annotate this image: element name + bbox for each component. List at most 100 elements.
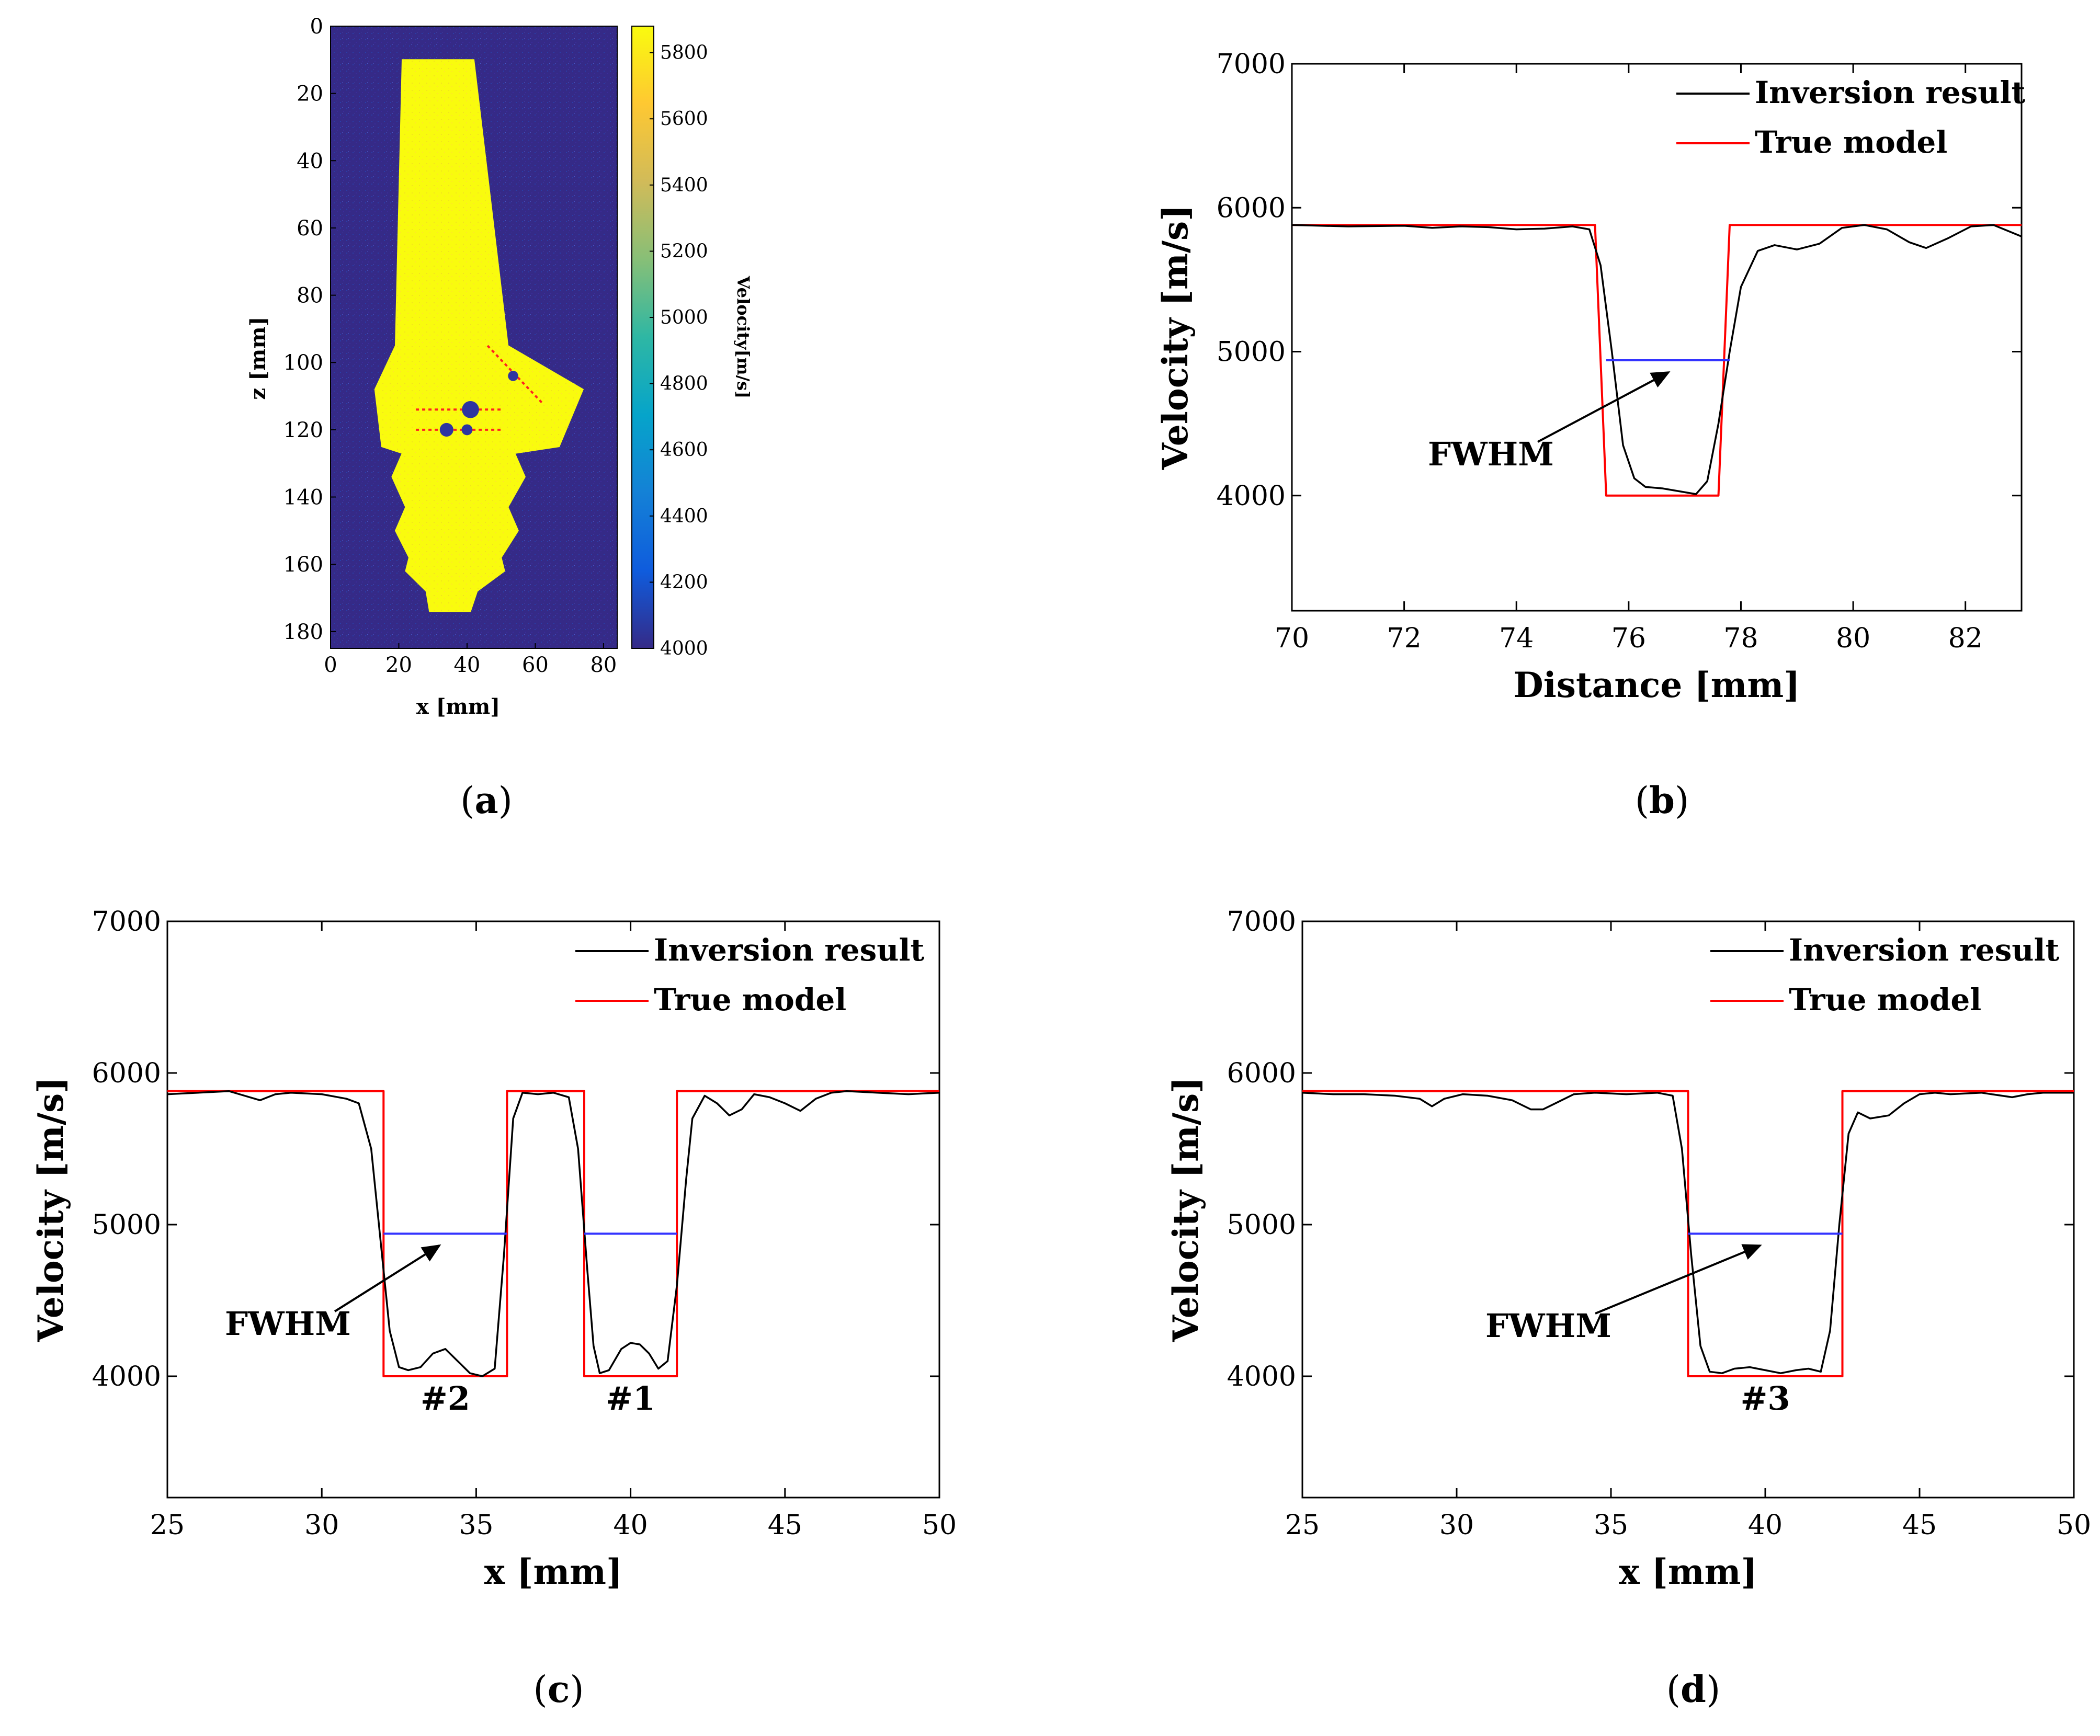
x-tick-label: 45 (768, 1510, 802, 1541)
defect-annotation: #2 (421, 1379, 470, 1418)
y-tick-label: 120 (283, 418, 323, 442)
colorbar-tick-label: 4400 (660, 506, 708, 527)
legend-label: True model (654, 982, 846, 1018)
y-axis-label: Velocity [m/s] (1165, 1077, 1206, 1343)
y-tick-label: 180 (283, 620, 323, 644)
y-tick-label: 100 (283, 351, 323, 375)
x-tick-label: 80 (1836, 623, 1870, 654)
y-tick-label: 6000 (92, 1058, 161, 1089)
colorbar-tick-label: 5200 (660, 241, 708, 262)
x-tick-label: 74 (1499, 623, 1534, 654)
legend-label: Inversion result (1755, 75, 2026, 110)
x-tick-label: 40 (453, 653, 480, 677)
y-tick-label: 4000 (1217, 481, 1286, 512)
x-axis-label: x [mm] (484, 1551, 622, 1592)
colorbar-tick-label: 5000 (660, 307, 708, 328)
defect-hole (508, 371, 518, 381)
blade-body (374, 59, 584, 612)
x-tick-label: 35 (459, 1510, 493, 1541)
x-tick-label: 30 (1439, 1510, 1474, 1541)
y-tick-label: 160 (283, 553, 323, 577)
x-axis-label: x [mm] (1619, 1551, 1757, 1592)
chart-c: 25 30 35 40 45 50 4000 5000 6000 7000 x [mm] Veloci… (30, 906, 957, 1592)
x-tick-label: 45 (1902, 1510, 1937, 1541)
x-tick-label: 35 (1594, 1510, 1628, 1541)
y-tick-label: 0 (310, 15, 323, 39)
y-tick-label: 6000 (1227, 1058, 1296, 1089)
y-tick-label: 4000 (92, 1361, 161, 1392)
x-tick-label: 20 (385, 653, 412, 677)
y-tick-label: 7000 (92, 906, 161, 938)
defect-annotation: #1 (606, 1379, 655, 1418)
y-tick-label: 5000 (1227, 1209, 1296, 1241)
panel-label-a: (a) (460, 779, 513, 822)
defect-hole (461, 424, 473, 436)
y-tick-label: 140 (283, 486, 323, 510)
plot-frame (166, 920, 940, 1499)
colorbar-tick-label: 4000 (660, 638, 708, 659)
chart-a: 0 20 40 60 80 0 20 40 60 80 100 120 140 160 180 x [mm] z… (246, 15, 753, 719)
x-tick-label: 80 (590, 653, 617, 677)
fwhm-arrow (1537, 371, 1671, 443)
colorbar-tick-label: 5600 (660, 108, 708, 130)
x-tick-label: 78 (1723, 623, 1758, 654)
y-tick-label: 5000 (92, 1209, 161, 1241)
x-tick-label: 72 (1387, 623, 1422, 654)
series-inversion-result (1291, 224, 2022, 495)
chart-d: 25 30 35 40 45 50 4000 5000 6000 7000 x [mm] Veloci… (1165, 906, 2091, 1592)
legend-label: Inversion result (654, 932, 925, 968)
y-tick-label: 6000 (1217, 192, 1286, 224)
fwhm-label: FWHM (1428, 435, 1554, 473)
series-inversion-result (167, 1090, 940, 1377)
fwhm-arrow (1595, 1244, 1762, 1315)
y-tick-label: 20 (297, 82, 323, 106)
x-tick-label: 25 (1285, 1510, 1320, 1541)
y-tick-label: 5000 (1217, 337, 1286, 368)
chart-b: 70 72 74 76 78 80 82 4000 5000 6000 7000 Distance [… (1155, 49, 2026, 705)
fwhm-label: FWHM (1485, 1307, 1611, 1345)
legend-label: Inversion result (1789, 932, 2060, 968)
x-tick-label: 82 (1948, 623, 1983, 654)
x-tick-label: 70 (1275, 623, 1309, 654)
x-tick-label: 50 (922, 1510, 957, 1541)
colorbar-label: Velocity[m/s] (733, 276, 753, 399)
series-true-model (1302, 1090, 2074, 1377)
y-tick-label: 4000 (1227, 1361, 1296, 1392)
fwhm-label: FWHM (225, 1305, 351, 1343)
panel-label-d: (d) (1666, 1668, 1721, 1711)
y-tick-label: 7000 (1217, 49, 1286, 80)
colorbar-tick-label: 4800 (660, 373, 708, 395)
plot-frame (1301, 920, 2075, 1499)
x-axis-label: x [mm] (416, 694, 500, 719)
series-true-model (1292, 224, 2022, 497)
x-tick-label: 40 (1748, 1510, 1783, 1541)
colorbar-tick-label: 5400 (660, 175, 708, 196)
heatmap-frame (330, 26, 618, 649)
y-axis-label: z [mm] (246, 316, 270, 399)
y-tick-label: 60 (297, 216, 323, 241)
x-tick-label: 30 (304, 1510, 339, 1541)
y-axis-label: Velocity [m/s] (1155, 205, 1196, 471)
plot-frame (1291, 63, 2023, 612)
x-tick-label: 76 (1611, 623, 1646, 654)
x-tick-label: 40 (614, 1510, 648, 1541)
panel-label-b: (b) (1635, 779, 1689, 822)
y-tick-label: 80 (297, 284, 323, 308)
legend-label: True model (1755, 124, 1947, 160)
colorbar-tick-label: 4200 (660, 572, 708, 593)
y-tick-label: 40 (297, 149, 323, 173)
colorbar-tick-label: 4600 (660, 439, 708, 461)
defect-annotation: #3 (1740, 1379, 1790, 1418)
colorbar-tick-label: 5800 (660, 42, 708, 64)
x-tick-label: 0 (324, 653, 337, 677)
legend-label: True model (1789, 982, 1981, 1018)
fwhm-arrow (334, 1244, 441, 1312)
colorbar (631, 26, 654, 649)
x-tick-label: 50 (2057, 1510, 2091, 1541)
defect-hole (439, 422, 453, 437)
x-axis-label: Distance [mm] (1514, 665, 1800, 705)
panel-label-c: (c) (533, 1668, 584, 1711)
defect-hole (462, 401, 479, 418)
y-axis-label: Velocity [m/s] (30, 1077, 71, 1343)
